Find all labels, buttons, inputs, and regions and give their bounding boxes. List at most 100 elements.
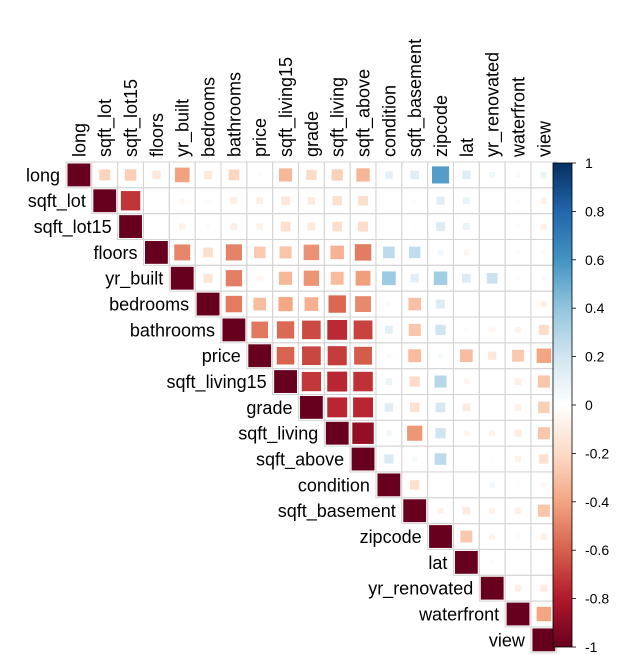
row-label-yr_built: yr_built: [105, 269, 163, 290]
corr-cell-bathrooms-lat: 0.02: [464, 328, 468, 332]
corr-cell-yr_built-yr_renovated: -0.22: [486, 272, 498, 284]
corr-cell-sqft_lot-yr_renovated: 0.01: [491, 199, 494, 202]
corr-cell-sqft_lot15-sqft_basement: 0.02: [413, 224, 417, 229]
column-label-waterfront: waterfront: [509, 77, 529, 158]
corr-cell-sqft_lot15-floors: -0.01: [155, 225, 158, 228]
corr-cell-sqft_living-view: 0.28: [537, 427, 550, 440]
column-label-grade: grade: [302, 111, 322, 157]
corr-cell-sqft_basement-yr_renovated: 0.07: [489, 507, 496, 514]
corr-cell-sqft_lot15-sqft_lot15: 1: [119, 215, 142, 238]
corr-cell-sqft_lot15-yr_built: 0.07: [179, 223, 186, 230]
row-label-price: price: [202, 346, 241, 366]
corr-cell-sqft_basement-sqft_basement: 1: [403, 499, 427, 523]
corr-cell-sqft_lot-view: 0.07: [540, 197, 547, 204]
column-label-floors: floors: [147, 113, 167, 157]
colorbar-tick-label: 0.8: [585, 203, 605, 219]
corr-cell-sqft_lot15-price: 0.08: [256, 223, 263, 230]
row-label-long: long: [26, 165, 60, 185]
column-label-sqft_lot: sqft_lot: [95, 99, 116, 157]
corr-cell-bedrooms-yr_renovated: 0.02: [490, 302, 494, 306]
row-label-waterfront: waterfront: [418, 605, 499, 625]
corr-cell-view-view: 1: [532, 628, 556, 652]
corr-cell-condition-lat: -0.01: [465, 483, 468, 487]
grid-cell: [375, 213, 403, 240]
corr-cell-long-sqft_lot15: 0.25: [124, 169, 137, 181]
corr-cell-sqft_basement-waterfront: 0.08: [514, 507, 522, 514]
corr-cell-floors-grade: 0.46: [303, 244, 320, 261]
grid-cell: [452, 445, 480, 473]
corr-cell-condition-view: 0.05: [541, 482, 547, 488]
corr-cell-lat-view: 0.01: [542, 561, 545, 564]
row-label-sqft_above: sqft_above: [256, 450, 344, 471]
row-label-bathrooms: bathrooms: [130, 320, 215, 340]
corr-cell-bathrooms-bathrooms: 1: [222, 318, 246, 342]
corr-cell-long-waterfront: -0.04: [515, 172, 521, 178]
corr-cell-bedrooms-bedrooms: 1: [196, 292, 220, 316]
corr-cell-zipcode-waterfront: 0.03: [516, 534, 521, 539]
corr-cell-sqft_lot15-bedrooms: 0.03: [206, 224, 211, 229]
colorbar-tick-label: -0.4: [585, 494, 609, 510]
corr-cell-condition-sqft_basement: 0.17: [409, 480, 420, 490]
corr-cell-long-sqft_living: 0.24: [331, 169, 343, 181]
corr-cell-long-sqft_living15: 0.33: [278, 168, 293, 182]
corr-cell-bathrooms-sqft_basement: 0.28: [408, 323, 421, 336]
corr-cell-bedrooms-view: 0.08: [540, 300, 548, 308]
corr-cell-sqft_living-zipcode: -0.2: [435, 428, 446, 439]
corr-cell-sqft_lot-sqft_lot15: 0.72: [120, 191, 141, 211]
corr-cell-yr_built-waterfront: -0.03: [516, 276, 521, 281]
corr-cell-sqft_lot-sqft_living15: 0.14: [281, 196, 290, 206]
colorbar: 1 0.8 0.6 0.4 0.2 0 -0.2 -0.4 -0.6 -0.8 -1: [552, 155, 609, 655]
colorbar-tick-label: 0.6: [585, 252, 605, 268]
corr-cell-long-floors: 0.13: [152, 170, 161, 180]
corr-cell-floors-bathrooms: 0.5: [225, 244, 242, 261]
corr-cell-lat-yr_renovated: 0.03: [490, 560, 495, 565]
colorbar-tick-label: -0.2: [585, 445, 609, 461]
corr-cell-sqft_living15-sqft_living: 0.76: [327, 371, 348, 392]
corr-cell-sqft_living-condition: -0.06: [386, 430, 392, 437]
corr-cell-sqft_above-waterfront: 0.07: [515, 456, 522, 463]
corr-cell-sqft_lot15-waterfront: 0.03: [516, 224, 521, 229]
corr-cell-floors-lat: 0.05: [463, 249, 469, 255]
corr-cell-sqft_living-sqft_living: 1: [325, 421, 349, 445]
corr-cell-bathrooms-price: 0.53: [251, 321, 269, 339]
corr-cell-floors-view: 0.03: [541, 250, 546, 255]
column-label-sqft_above: sqft_above: [354, 69, 375, 157]
corr-cell-bathrooms-zipcode: -0.2: [435, 324, 446, 335]
corr-cell-bedrooms-lat: -0.01: [465, 302, 468, 306]
corr-cell-grade-view: 0.25: [538, 401, 550, 414]
corr-cell-bedrooms-condition: 0.03: [386, 302, 391, 307]
corr-cell-sqft_living15-sqft_basement: 0.2: [409, 376, 420, 387]
corr-cell-bathrooms-sqft_above: 0.68: [353, 320, 373, 340]
corr-cell-floors-yr_built: 0.49: [174, 244, 191, 261]
corr-cell-bedrooms-waterfront: -0.01: [516, 302, 520, 306]
corr-cell-bathrooms-yr_renovated: 0.05: [489, 327, 495, 333]
corr-cell-price-view: 0.4: [536, 348, 552, 363]
corr-cell-sqft_lot15-zipcode: -0.15: [436, 222, 445, 231]
column-labels: long sqft_lot sqft_lot15 floors yr_built bedr…: [69, 39, 554, 158]
column-label-bedrooms: bedrooms: [199, 77, 219, 157]
row-label-view: view: [489, 630, 526, 650]
corr-cell-sqft_living-lat: 0.05: [463, 430, 469, 436]
corr-cell-long-bedrooms: 0.13: [203, 170, 213, 180]
corr-cell-floors-yr_renovated: 0.01: [491, 251, 494, 254]
corr-cell-yr_built-lat: -0.15: [461, 273, 471, 283]
corr-cell-sqft_lot-grade: 0.11: [307, 196, 316, 205]
corr-cell-long-yr_built: 0.41: [174, 167, 190, 183]
corr-cell-price-condition: 0.04: [386, 353, 392, 359]
corr-cell-price-yr_renovated: 0.13: [488, 351, 497, 360]
corr-cell-sqft_lot15-sqft_living15: 0.18: [280, 221, 291, 232]
corr-cell-yr_built-sqft_living15: 0.33: [278, 271, 293, 285]
row-label-sqft_basement: sqft_basement: [278, 501, 396, 522]
corr-cell-grade-lat: 0.11: [462, 403, 471, 412]
corr-cell-floors-zipcode: -0.06: [437, 249, 444, 256]
corr-cell-sqft_basement-view: 0.28: [537, 504, 550, 517]
corr-cell-bedrooms-bathrooms: 0.52: [225, 295, 243, 313]
corr-cell-floors-bedrooms: 0.18: [203, 247, 213, 258]
corr-cell-sqft_lot-sqft_lot: 1: [93, 189, 117, 213]
corr-cell-sqft_above-condition: -0.16: [384, 454, 394, 464]
corr-cell-sqft_lot-floors: -0.01: [155, 199, 158, 202]
column-label-sqft_living15: sqft_living15: [276, 57, 297, 157]
corr-cell-sqft_lot-zipcode: -0.13: [436, 196, 445, 205]
corr-cell-yr_built-condition: -0.36: [382, 271, 396, 286]
